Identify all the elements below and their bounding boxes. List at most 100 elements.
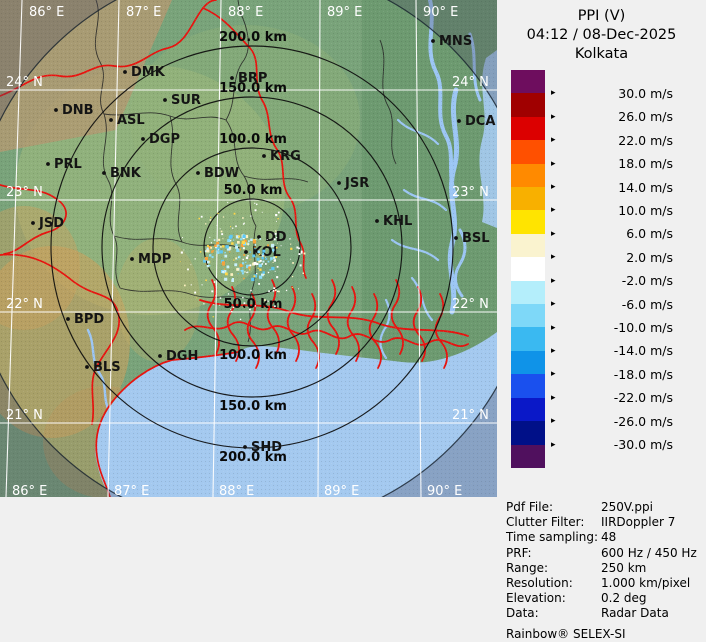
echo-pixel <box>276 242 278 244</box>
city-label: BPD <box>74 312 104 327</box>
info-value: Radar Data <box>601 606 669 621</box>
tick-arrow-icon: ▸ <box>551 182 556 193</box>
echo-pixel <box>236 298 238 300</box>
tick-label: 2.0 m/s <box>626 249 673 265</box>
echo-pixel <box>248 240 250 242</box>
legend-band <box>511 280 545 305</box>
echo-pixel <box>231 242 234 245</box>
echo-pixel <box>222 245 225 248</box>
info-row: Resolution: 1.000 km/pixel <box>506 576 702 591</box>
echo-pixel <box>219 250 223 254</box>
echo-pixel <box>245 256 249 259</box>
echo-pixel <box>299 264 302 267</box>
echo-pixel <box>180 251 183 254</box>
city-label: DD <box>265 230 287 245</box>
city-label: KRG <box>270 149 301 164</box>
echo-pixel <box>208 246 212 249</box>
meridian-label-bottom: 89° E <box>324 484 359 497</box>
city-dot <box>66 317 70 321</box>
echo-pixel <box>243 239 247 243</box>
legend-tick: ▸ 30.0 m/s <box>551 85 673 101</box>
echo-pixel <box>219 228 221 230</box>
info-row: Elevation: 0.2 deg <box>506 591 702 606</box>
echo-pixel <box>206 247 209 250</box>
echo-pixel <box>218 249 220 251</box>
range-ring <box>50 45 454 449</box>
echo-pixel <box>231 310 233 313</box>
legend-tick: ▸ 26.0 m/s <box>551 109 673 125</box>
echo-pixel <box>242 267 244 269</box>
city-dot <box>31 221 35 225</box>
echo-pixel <box>269 269 271 271</box>
info-label: Range: <box>506 560 549 575</box>
info-row: PRF: 600 Hz / 450 Hz <box>506 546 702 561</box>
city-dot <box>123 70 127 74</box>
legend-band <box>511 350 545 375</box>
info-rows: Pdf File: 250V.ppi Clutter Filter: IIRDoppl… <box>506 500 702 622</box>
vendor-footer: Rainbow® SELEX-SI <box>506 626 626 641</box>
parallel-label-right: 22° N <box>452 297 489 312</box>
echo-pixel <box>211 256 214 259</box>
radar-map: MNS DMK BRP SUR DNB ASL DCA DGP KRG PRL BNK BDW JSR K… <box>0 0 535 530</box>
tick-label: -2.0 m/s <box>621 273 673 289</box>
parallel-label-left: 21° N <box>6 408 43 423</box>
echo-pixel <box>179 261 181 263</box>
echo-pixel <box>261 273 264 277</box>
meridian-label-top: 87° E <box>126 5 161 20</box>
legend-tick: ▸ -18.0 m/s <box>551 366 673 382</box>
info-label: Pdf File: <box>506 500 554 514</box>
echo-pixel <box>210 246 213 249</box>
echo-pixel <box>254 305 256 307</box>
echo-pixel <box>263 255 265 257</box>
tick-arrow-icon: ▸ <box>551 416 556 427</box>
panel-header: PPI (V) 04:12 / 08-Dec-2025 Kolkata <box>497 7 706 64</box>
echo-pixel <box>206 249 210 253</box>
echo-pixel <box>273 259 276 262</box>
echo-pixel <box>236 248 240 252</box>
legend-band <box>511 421 545 445</box>
echo-pixel <box>205 263 207 265</box>
echo-pixel <box>194 291 197 294</box>
echo-pixel <box>253 261 257 265</box>
legend-tick: ▸ -26.0 m/s <box>551 413 673 429</box>
latlon-grid <box>0 0 497 498</box>
tick-arrow-icon: ▸ <box>551 88 556 99</box>
legend-tick: ▸ 14.0 m/s <box>551 179 673 195</box>
echo-pixel <box>254 209 257 212</box>
echo-pixel <box>242 234 246 239</box>
echo-pixel <box>239 248 242 251</box>
city-dot <box>46 162 50 166</box>
parallel-label-right: 23° N <box>452 185 489 200</box>
info-label: Data: <box>506 606 539 621</box>
echo-pixel <box>261 263 263 265</box>
echo-pixel <box>235 225 237 228</box>
echo-pixel <box>240 243 244 247</box>
echo-pixel <box>228 249 231 251</box>
legend-tick: ▸ 22.0 m/s <box>551 132 673 148</box>
echo-pixel <box>246 271 248 274</box>
side-panel: PPI (V) 04:12 / 08-Dec-2025 Kolkata ▸ 30.… <box>497 0 706 642</box>
info-row: Range: 250 km <box>506 561 702 576</box>
tick-arrow-icon: ▸ <box>551 252 556 263</box>
echo-pixel <box>221 261 225 265</box>
echo-pixel <box>303 252 306 255</box>
echo-pixel <box>216 242 218 244</box>
echo-pixel <box>261 211 263 213</box>
echo-pixel <box>203 259 206 263</box>
meridian-line <box>5 0 23 498</box>
legend-band <box>511 210 545 234</box>
echo-pixel <box>258 260 261 263</box>
info-row: Clutter Filter: IIRDoppler 7 <box>506 515 702 530</box>
echo-pixel <box>265 258 267 260</box>
info-label: Resolution: <box>506 576 573 591</box>
legend-band <box>511 140 545 164</box>
echo-pixel <box>236 268 239 271</box>
echo-pixel <box>246 264 250 269</box>
echo-pixel <box>270 257 273 260</box>
echo-pixel <box>271 244 275 248</box>
echo-pixel <box>273 238 276 241</box>
legend-band <box>511 444 545 468</box>
echo-pixel <box>298 288 299 290</box>
ring-label-north: 150.0 km <box>219 81 287 96</box>
echo-pixel <box>298 253 301 255</box>
